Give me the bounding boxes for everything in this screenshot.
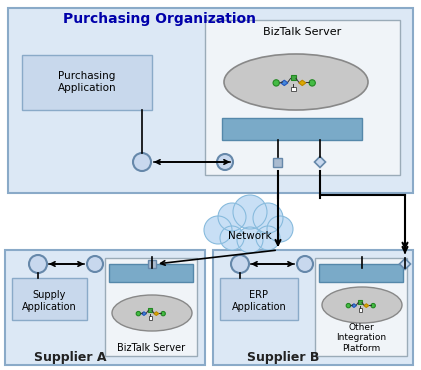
Circle shape	[136, 312, 141, 316]
Circle shape	[273, 80, 280, 86]
Circle shape	[297, 256, 313, 272]
Circle shape	[346, 303, 351, 308]
Circle shape	[217, 154, 233, 170]
Bar	[291, 87, 296, 91]
Bar	[105, 258, 197, 356]
Bar	[5, 250, 205, 365]
Text: Supplier A: Supplier A	[34, 352, 106, 364]
Bar	[359, 309, 362, 312]
Text: Supplier B: Supplier B	[247, 352, 319, 364]
Polygon shape	[281, 80, 288, 85]
Polygon shape	[314, 157, 325, 168]
Bar	[213, 250, 413, 365]
Circle shape	[267, 216, 293, 242]
Polygon shape	[141, 312, 147, 316]
Bar	[205, 20, 400, 175]
Circle shape	[133, 153, 151, 171]
Polygon shape	[299, 80, 306, 85]
Circle shape	[371, 303, 376, 308]
Bar	[12, 278, 87, 320]
Bar	[149, 316, 152, 320]
Text: ERP
Application: ERP Application	[232, 290, 286, 312]
Text: Supply
Application: Supply Application	[21, 290, 76, 312]
Polygon shape	[400, 259, 410, 269]
Ellipse shape	[322, 287, 402, 323]
Polygon shape	[154, 312, 159, 316]
Bar	[222, 118, 362, 140]
Circle shape	[218, 203, 246, 231]
Text: BizTalk Server: BizTalk Server	[117, 343, 185, 353]
Bar	[274, 158, 282, 166]
Circle shape	[309, 80, 315, 86]
Circle shape	[253, 203, 283, 233]
Ellipse shape	[112, 295, 192, 331]
Text: Purchasing Organization: Purchasing Organization	[64, 12, 256, 26]
Bar	[319, 264, 403, 282]
Bar	[220, 278, 298, 320]
Circle shape	[231, 255, 249, 273]
Circle shape	[204, 216, 232, 244]
Circle shape	[256, 226, 280, 250]
Ellipse shape	[224, 54, 368, 110]
Circle shape	[29, 255, 47, 273]
Text: Network: Network	[228, 231, 272, 241]
Bar	[22, 55, 152, 110]
Text: Other
Integration
Platform: Other Integration Platform	[336, 323, 386, 353]
Circle shape	[220, 226, 244, 250]
Circle shape	[87, 256, 103, 272]
Text: BizTalk Server: BizTalk Server	[263, 27, 341, 37]
Bar	[109, 264, 193, 282]
Polygon shape	[364, 304, 369, 307]
Circle shape	[233, 195, 267, 229]
Polygon shape	[352, 304, 357, 307]
Bar	[148, 308, 152, 312]
Bar	[290, 75, 296, 80]
Bar	[8, 8, 413, 193]
Bar	[358, 300, 362, 304]
Bar	[148, 260, 156, 268]
Text: Purchasing
Application: Purchasing Application	[58, 71, 116, 93]
Circle shape	[237, 227, 263, 253]
Bar	[315, 258, 407, 356]
Circle shape	[161, 312, 165, 316]
